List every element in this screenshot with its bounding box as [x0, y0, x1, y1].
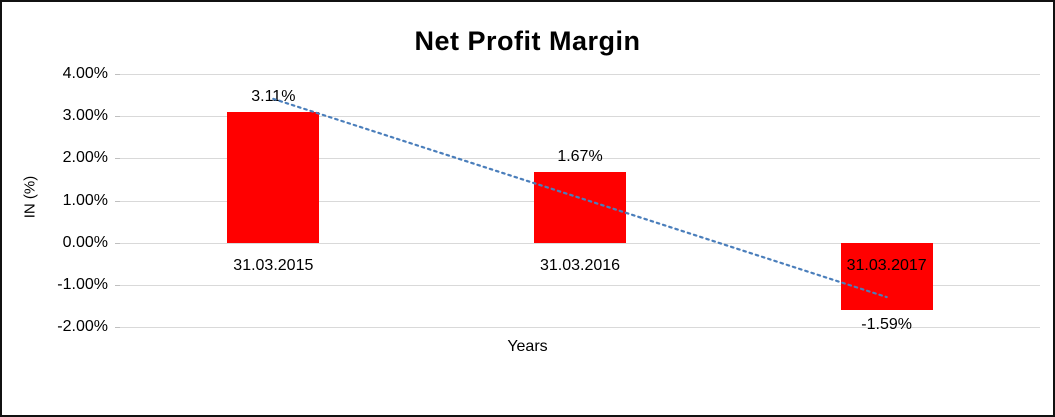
category-label: 31.03.2015 [233, 256, 314, 274]
y-axis-tick [115, 327, 120, 328]
gridline [120, 327, 1040, 328]
y-axis-tick [115, 200, 120, 202]
gridline [120, 74, 1040, 75]
data-label: 3.11% [251, 87, 296, 105]
y-axis-label: IN (%) [21, 175, 39, 219]
chart-title: Net Profit Margin [414, 26, 641, 56]
x-axis-label: Years [507, 338, 548, 355]
plot-area: 31.03.2015 3.11% 31.03.2016 1.67% 31.03.2017… [120, 74, 1040, 333]
category-label: 31.03.2016 [539, 256, 621, 274]
y-tick-label: 0.00% [62, 233, 108, 251]
y-axis-tick [115, 158, 120, 160]
y-tick-label: 1.00% [62, 191, 108, 209]
y-tick-label: 2.00% [62, 149, 108, 167]
data-label: -1.59% [861, 315, 913, 333]
y-tick-label: 3.00% [62, 107, 108, 125]
y-axis-tick [115, 74, 120, 75]
y-tick-label: 4.00% [62, 65, 108, 82]
category-label: 31.03.2017 [846, 256, 927, 274]
y-axis-tick [115, 242, 120, 244]
data-label: 1.67% [557, 148, 603, 166]
y-axis-tick [115, 284, 120, 286]
y-tick-label: -1.00% [57, 275, 108, 293]
y-tick-label: -2.00% [57, 318, 108, 335]
y-axis-tick [115, 116, 120, 118]
bar-31.03.2015 [227, 111, 320, 243]
bar-31.03.2016 [534, 172, 626, 243]
bar-31.03.2017 [840, 242, 933, 310]
